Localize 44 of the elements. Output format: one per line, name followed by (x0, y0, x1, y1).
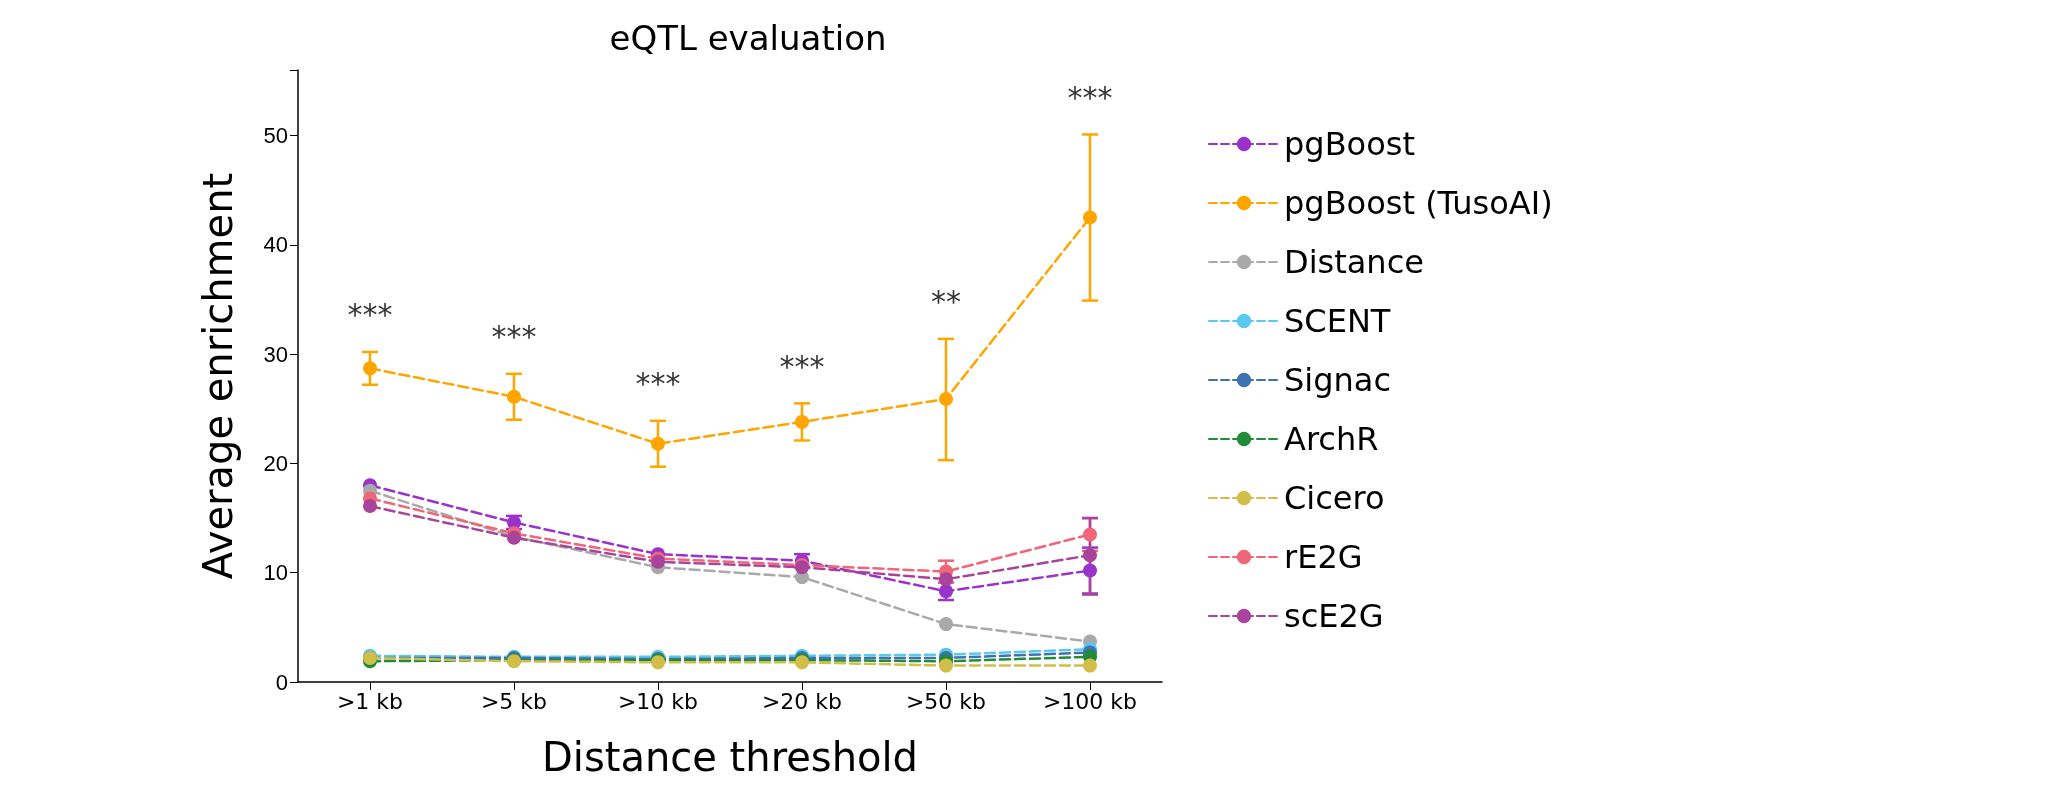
x-axis-title: Distance threshold (542, 734, 918, 780)
point (363, 361, 377, 376)
x-tick-label: >1 kb (336, 688, 404, 714)
legend-label: Cicero (1284, 479, 1385, 517)
legend-label: pgBoost (TusoAI) (1284, 184, 1553, 222)
annotation: ** (931, 284, 961, 320)
point (363, 499, 377, 514)
point (939, 658, 953, 673)
y-tick-label: 10 (263, 560, 288, 586)
point (939, 617, 953, 632)
legend-label: Distance (1284, 243, 1424, 281)
x-tick-label: >20 kb (761, 688, 843, 714)
y-tick-label: 20 (263, 450, 288, 476)
point (1083, 548, 1097, 563)
x-tick-label: >100 kb (1042, 688, 1138, 714)
legend-label: rE2G (1284, 538, 1363, 576)
annotation: *** (635, 366, 681, 402)
point (1083, 563, 1097, 578)
point (1083, 210, 1097, 225)
annotation: *** (779, 348, 825, 384)
y-tick-label: 30 (263, 341, 288, 367)
annotation: *** (1067, 79, 1113, 115)
legend-label: scE2G (1284, 597, 1384, 635)
y-axis-title: Average enrichment (195, 172, 241, 580)
point (1083, 527, 1097, 542)
point (939, 391, 953, 406)
x-tick-label: >5 kb (480, 688, 548, 714)
point (939, 572, 953, 587)
legend-label: pgBoost (1284, 125, 1415, 163)
annotation: *** (491, 319, 537, 355)
chart-title: eQTL evaluation (609, 18, 887, 58)
legend-label: SCENT (1284, 302, 1391, 340)
y-tick-label: 40 (263, 232, 288, 258)
point (651, 436, 665, 451)
point (795, 414, 809, 429)
point (507, 389, 521, 404)
legend-label: Signac (1284, 361, 1391, 399)
point (1083, 658, 1097, 673)
y-tick-label: 0 (275, 669, 288, 695)
legend-label: ArchR (1284, 420, 1379, 458)
annotation: *** (347, 297, 393, 333)
y-tick-label: 50 (263, 123, 288, 149)
x-tick-label: >50 kb (905, 688, 987, 714)
x-tick-label: >10 kb (617, 688, 699, 714)
